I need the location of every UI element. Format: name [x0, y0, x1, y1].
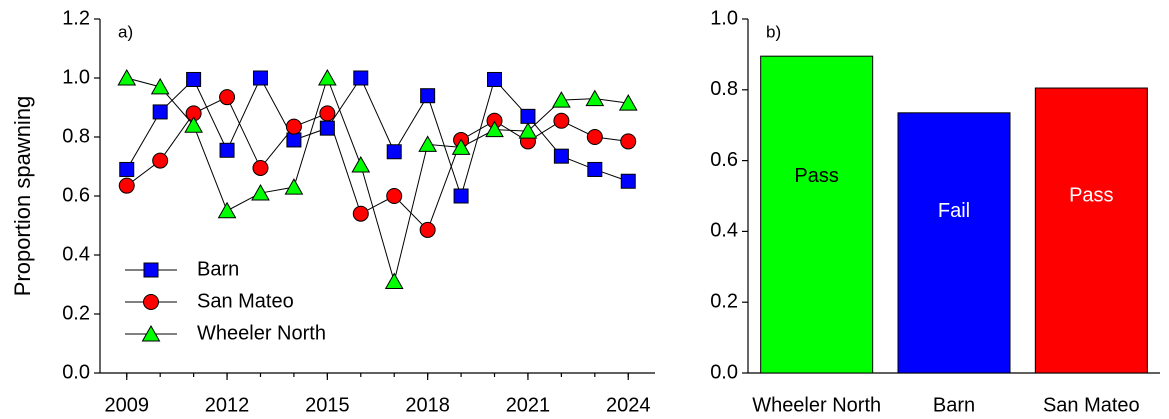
marker [485, 120, 504, 138]
marker [384, 272, 404, 290]
x-tick-label: San Mateo [1043, 394, 1140, 416]
x-tick-label: 2024 [606, 394, 651, 416]
marker [152, 152, 169, 169]
x-tick-label: 2015 [305, 394, 350, 416]
marker [386, 188, 403, 204]
marker [618, 94, 638, 111]
y-tick-label: 0.2 [62, 302, 90, 324]
x-tick-label: Wheeler North [752, 394, 881, 416]
panel-label: b) [766, 22, 781, 41]
marker [351, 156, 371, 173]
marker [117, 68, 137, 86]
panel-label: a) [118, 22, 133, 41]
marker [219, 89, 236, 106]
marker [119, 161, 135, 177]
marker [453, 188, 469, 204]
series-line [126, 96, 629, 231]
marker [252, 70, 268, 86]
marker [518, 122, 538, 139]
marker [186, 71, 202, 87]
marker [319, 105, 336, 122]
marker [585, 89, 605, 107]
marker [251, 184, 270, 201]
x-tick-label: 2009 [104, 394, 149, 416]
marker [520, 108, 536, 124]
x-tick-label: 2018 [405, 394, 450, 416]
marker [553, 148, 569, 164]
marker [587, 161, 603, 177]
legend-marker [143, 294, 159, 310]
series-line [126, 76, 629, 198]
marker [451, 138, 471, 155]
y-tick-label: 0.2 [710, 290, 738, 312]
marker [586, 129, 603, 145]
y-tick-label: 0.4 [62, 243, 90, 265]
marker [386, 144, 402, 160]
marker [487, 71, 503, 87]
series-line [126, 76, 629, 284]
bar [1034, 87, 1148, 374]
legend-label: San Mateo [197, 290, 294, 312]
legend-marker [141, 324, 161, 342]
marker [286, 132, 302, 148]
marker [285, 118, 302, 135]
y-tick-label: 0.0 [62, 361, 90, 383]
y-tick-label: 0.6 [710, 149, 738, 171]
y-axis-label: Proportion spawning [10, 96, 35, 297]
marker [319, 120, 335, 136]
y-tick-label: 0.8 [710, 78, 738, 100]
x-tick-label: Barn [933, 394, 975, 416]
marker [284, 178, 304, 195]
marker [118, 177, 135, 194]
marker [620, 133, 637, 150]
marker [317, 68, 337, 86]
y-tick-label: 1.2 [62, 7, 90, 29]
marker [420, 88, 436, 104]
marker [184, 116, 203, 133]
y-tick-label: 0.6 [62, 184, 90, 206]
marker [419, 221, 436, 238]
marker [553, 112, 570, 129]
y-tick-label: 1.0 [710, 7, 738, 29]
bar-label: Pass [794, 165, 838, 187]
y-tick-label: 1.0 [62, 66, 90, 88]
marker [353, 70, 369, 86]
marker [152, 104, 168, 120]
y-tick-label: 0.4 [710, 220, 738, 242]
marker [418, 135, 438, 152]
marker [150, 77, 170, 95]
x-tick-label: 2012 [205, 394, 250, 416]
x-tick-label: 2021 [506, 394, 551, 416]
marker [352, 205, 369, 222]
marker [552, 91, 571, 108]
legend-label: Wheeler North [197, 322, 326, 344]
y-tick-label: 0.0 [710, 361, 738, 383]
marker [219, 142, 235, 158]
marker [217, 201, 237, 219]
bar [897, 112, 1011, 374]
bar [760, 55, 874, 374]
legend-label: Barn [197, 258, 239, 280]
bar-label: Pass [1069, 185, 1113, 207]
legend-marker [143, 262, 159, 278]
y-tick-label: 0.8 [62, 125, 90, 147]
marker [620, 173, 636, 189]
bar-label: Fail [938, 200, 970, 222]
marker [252, 159, 269, 176]
